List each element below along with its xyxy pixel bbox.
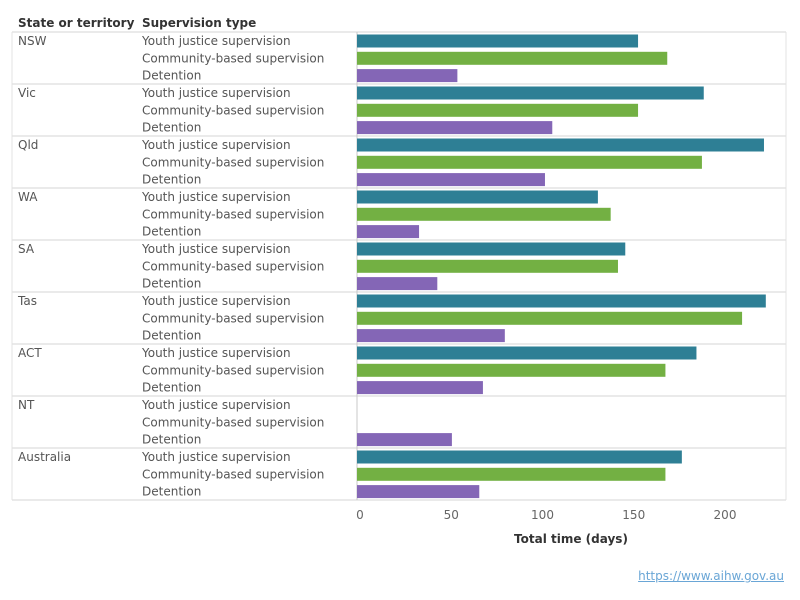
x-tick-label: 150 xyxy=(622,508,645,522)
state-label: SA xyxy=(18,242,35,256)
bar xyxy=(357,86,704,100)
bar xyxy=(357,242,626,256)
supervision-type-label: Detention xyxy=(142,121,201,135)
supervision-type-label: Youth justice supervision xyxy=(141,450,291,464)
state-label: Australia xyxy=(18,450,71,464)
bar xyxy=(357,225,420,239)
bar xyxy=(357,485,480,499)
supervision-type-label: Detention xyxy=(142,277,201,291)
supervision-type-label: Detention xyxy=(142,69,201,83)
supervision-type-label: Youth justice supervision xyxy=(141,86,291,100)
bar xyxy=(357,190,598,204)
supervision-type-label: Community-based supervision xyxy=(142,467,324,481)
bar xyxy=(357,34,639,48)
supervision-type-label: Detention xyxy=(142,173,201,187)
state-label: Vic xyxy=(18,86,36,100)
supervision-type-label: Youth justice supervision xyxy=(141,34,291,48)
bar xyxy=(357,155,702,169)
bar xyxy=(357,467,666,481)
state-label: Qld xyxy=(18,138,38,152)
supervision-type-label: Community-based supervision xyxy=(142,415,324,429)
bar xyxy=(357,138,764,152)
bar xyxy=(357,103,639,117)
state-label: ACT xyxy=(18,346,42,360)
supervision-type-label: Detention xyxy=(142,485,201,499)
type-column-header: Supervision type xyxy=(142,16,257,30)
bar xyxy=(357,433,452,447)
bar xyxy=(357,346,697,360)
bar xyxy=(357,277,438,291)
bar-chart: NSW Youth justice supervision Community-ba… xyxy=(11,31,787,546)
bar xyxy=(357,363,666,377)
x-tick-label: 200 xyxy=(714,508,737,522)
bar xyxy=(357,329,505,343)
state-label: WA xyxy=(18,190,38,204)
source-link[interactable]: https://www.aihw.gov.au xyxy=(638,569,784,583)
supervision-type-label: Detention xyxy=(142,225,201,239)
supervision-type-label: Youth justice supervision xyxy=(141,138,291,152)
bar xyxy=(357,173,545,187)
supervision-type-label: Community-based supervision xyxy=(142,311,324,325)
x-axis-title: Total time (days) xyxy=(514,532,628,546)
x-tick-label: 100 xyxy=(531,508,554,522)
supervision-type-label: Youth justice supervision xyxy=(141,346,291,360)
supervision-type-label: Community-based supervision xyxy=(142,207,324,221)
bar xyxy=(357,381,483,395)
supervision-type-label: Youth justice supervision xyxy=(141,190,291,204)
bar xyxy=(357,51,668,65)
supervision-type-label: Detention xyxy=(142,433,201,447)
supervision-type-label: Community-based supervision xyxy=(142,259,324,273)
supervision-type-label: Community-based supervision xyxy=(142,155,324,169)
bar xyxy=(357,207,611,221)
bar xyxy=(357,259,618,273)
state-label: Tas xyxy=(17,294,37,308)
supervision-type-label: Youth justice supervision xyxy=(141,294,291,308)
state-label: NSW xyxy=(18,34,47,48)
state-column-header: State or territory xyxy=(18,16,135,30)
bar xyxy=(357,311,743,325)
supervision-type-label: Detention xyxy=(142,381,201,395)
x-tick-label: 0 xyxy=(356,508,364,522)
x-tick-label: 50 xyxy=(444,508,459,522)
bar xyxy=(357,450,682,464)
supervision-type-label: Community-based supervision xyxy=(142,363,324,377)
supervision-type-label: Youth justice supervision xyxy=(141,242,291,256)
supervision-type-label: Community-based supervision xyxy=(142,103,324,117)
state-label: NT xyxy=(18,398,35,412)
bar xyxy=(357,121,553,135)
bar xyxy=(357,69,458,83)
supervision-type-label: Community-based supervision xyxy=(142,51,324,65)
supervision-type-label: Youth justice supervision xyxy=(141,398,291,412)
supervision-type-label: Detention xyxy=(142,329,201,343)
bar xyxy=(357,294,766,308)
